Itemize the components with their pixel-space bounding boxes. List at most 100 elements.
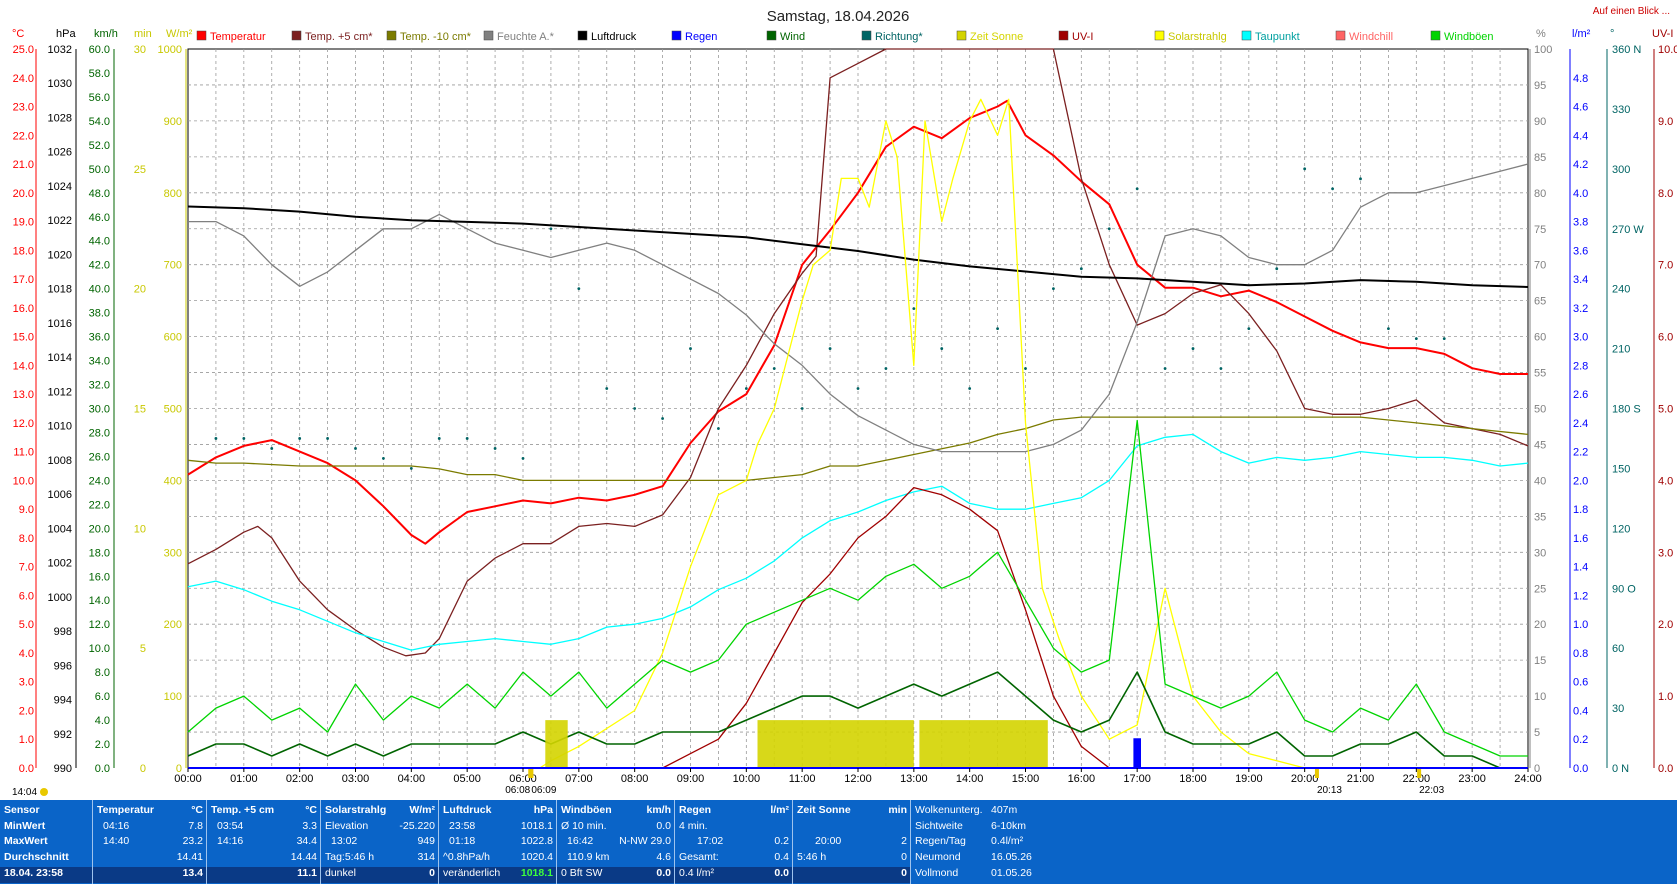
info-cloud-value: 407m [991, 804, 1018, 816]
stats-gust-header: Windböen [561, 804, 612, 816]
stats-gust-r4-label: 0 Bft SW [561, 867, 603, 879]
stats-temp-max-value: 23.2 [182, 835, 203, 847]
wind-axis-tick-label: 60.0 [89, 44, 110, 56]
sun-axis-tick-label: 15 [134, 404, 146, 416]
direction-point [242, 437, 246, 440]
unit-header: UV-I [1652, 28, 1673, 40]
wind-axis-tick-label: 36.0 [89, 332, 110, 344]
legend-label: Feuchte A.* [497, 31, 555, 43]
stats-solar-unit: W/m² [409, 804, 435, 816]
stats-temp5-header: Temp. +5 cm [211, 804, 275, 816]
wind-axis-tick-label: 54.0 [89, 116, 110, 128]
direction-point [856, 387, 860, 390]
stats-temp5-unit: °C [305, 804, 317, 816]
x-tick-label: 07:00 [565, 773, 593, 785]
uv-axis-tick-label: 9.0 [1658, 116, 1673, 128]
legend-label: Wind [780, 31, 805, 43]
direction-point [1331, 187, 1334, 191]
direction-point [382, 457, 385, 460]
rain-axis-tick-label: 2.6 [1573, 389, 1588, 401]
humidity-axis-tick-label: 65 [1534, 296, 1546, 308]
info-newmoon-label: Neumond [915, 851, 961, 863]
rain-axis-tick-label: 1.6 [1573, 533, 1588, 545]
stats-temp5-max-value: 34.4 [296, 835, 317, 847]
stats-max-label: MaxWert [4, 835, 48, 847]
direction-point [354, 447, 357, 450]
direction-axis-tick-label: 150 [1612, 463, 1630, 475]
sun-marker-label: 20:13 [1317, 785, 1342, 796]
solar-axis-tick-label: 200 [164, 619, 182, 631]
direction-point [912, 307, 916, 311]
stats-gust-r4-value: 0.0 [656, 867, 671, 879]
uv-axis-tick-label: 7.0 [1658, 260, 1673, 272]
wind-axis-tick-label: 56.0 [89, 92, 110, 104]
x-tick-label: 14:00 [956, 773, 984, 785]
humidity-axis-tick-label: 40 [1534, 475, 1546, 487]
legend-swatch [1058, 30, 1069, 41]
stats-gust-r1-value: 0.0 [656, 820, 671, 832]
stats-temp-unit: °C [191, 804, 203, 816]
direction-point [661, 417, 664, 420]
weather-chart: Samstag, 18.04.2026 Auf einen Blick ... … [12, 6, 1677, 798]
pressure-axis-tick-label: 1004 [48, 523, 72, 535]
stats-temp-avg: 14.41 [176, 851, 203, 863]
direction-point [1442, 337, 1446, 340]
direction-point [1107, 227, 1111, 231]
x-tick-label: 04:00 [398, 773, 426, 785]
sun-marker [1314, 769, 1319, 778]
solar-axis-tick-label: 0 [176, 763, 182, 775]
direction-axis-tick-label: 0 N [1612, 763, 1629, 775]
rain-axis-tick-label: 4.4 [1573, 130, 1588, 142]
series-regen [188, 738, 1528, 769]
legend-label: Solarstrahlg [1168, 31, 1227, 43]
stats-current-label: 18.04. 23:58 [0, 867, 92, 883]
wind-axis-tick-label: 26.0 [89, 451, 110, 463]
sun-axis-tick-label: 10 [134, 523, 146, 535]
legend-swatch [291, 30, 302, 41]
stats-solar-r2-label: 13:02 [331, 835, 358, 847]
humidity-axis-tick-label: 100 [1534, 44, 1552, 56]
stats-sun-header: Zeit Sonne [797, 804, 851, 816]
rain-axis-tick-label: 2.4 [1573, 418, 1588, 430]
solar-axis-tick-label: 700 [164, 260, 182, 272]
temp-axis-tick-label: 6.0 [19, 590, 34, 602]
stats-temp5-column: Temp. +5 cm °C 03:54 3.3 14:16 34.4 14.44 1… [206, 800, 321, 884]
legend-label: Windböen [1444, 31, 1494, 43]
humidity-axis-tick-label: 95 [1534, 80, 1546, 92]
series-solarstrahlg [188, 98, 1528, 769]
pressure-axis-tick-label: 1006 [48, 489, 72, 501]
direction-point [1024, 367, 1027, 370]
temp-axis-tick-label: 17.0 [13, 274, 34, 286]
direction-point [996, 327, 999, 331]
wind-axis-tick-label: 8.0 [95, 667, 110, 679]
stats-temperature-column: Temperatur °C 04:16 7.8 14:40 23.2 14.41 13… [92, 800, 207, 884]
legend-swatch [671, 30, 682, 41]
unit-header: km/h [94, 28, 118, 40]
x-tick-label: 08:00 [621, 773, 649, 785]
direction-point [633, 407, 637, 410]
legend-swatch [1335, 30, 1346, 41]
stats-temp5-avg: 14.44 [290, 851, 317, 863]
direction-point [605, 387, 609, 390]
unit-header: W/m² [166, 28, 193, 40]
humidity-axis-tick-label: 70 [1534, 260, 1546, 272]
series-temp-5-cm [187, 48, 1529, 657]
axes: 00:00 01:00 02:00 03:00 04:00 05:00 06:00 07:00… [12, 28, 1677, 798]
stats-solar-r4-label: dunkel [325, 867, 356, 879]
info-rain-day-label: Regen/Tag [915, 835, 966, 847]
stats-pressure-r4-label: veränderlich [443, 867, 501, 879]
uv-axis-tick-label: 0.0 [1658, 763, 1673, 775]
sun-marker-label: 06:09 [531, 785, 556, 796]
humidity-axis-tick-label: 35 [1534, 511, 1546, 523]
top-link[interactable]: Auf einen Blick ... [1593, 6, 1670, 17]
temp-axis-tick-label: 16.0 [13, 303, 34, 315]
legend-swatch [766, 30, 777, 41]
pressure-axis-tick-label: 1030 [48, 78, 72, 90]
x-tick-label: 10:00 [733, 773, 761, 785]
stats-solar-r1-label: Elevation [325, 820, 369, 832]
direction-point [940, 347, 944, 350]
direction-point [1052, 287, 1055, 291]
stats-gust-r2-value: N-NW 29.0 [619, 835, 671, 847]
sun-icon [40, 788, 48, 796]
stats-sun-column: Zeit Sonne min 20:00 2 5:46 h 0 0 [792, 800, 911, 884]
